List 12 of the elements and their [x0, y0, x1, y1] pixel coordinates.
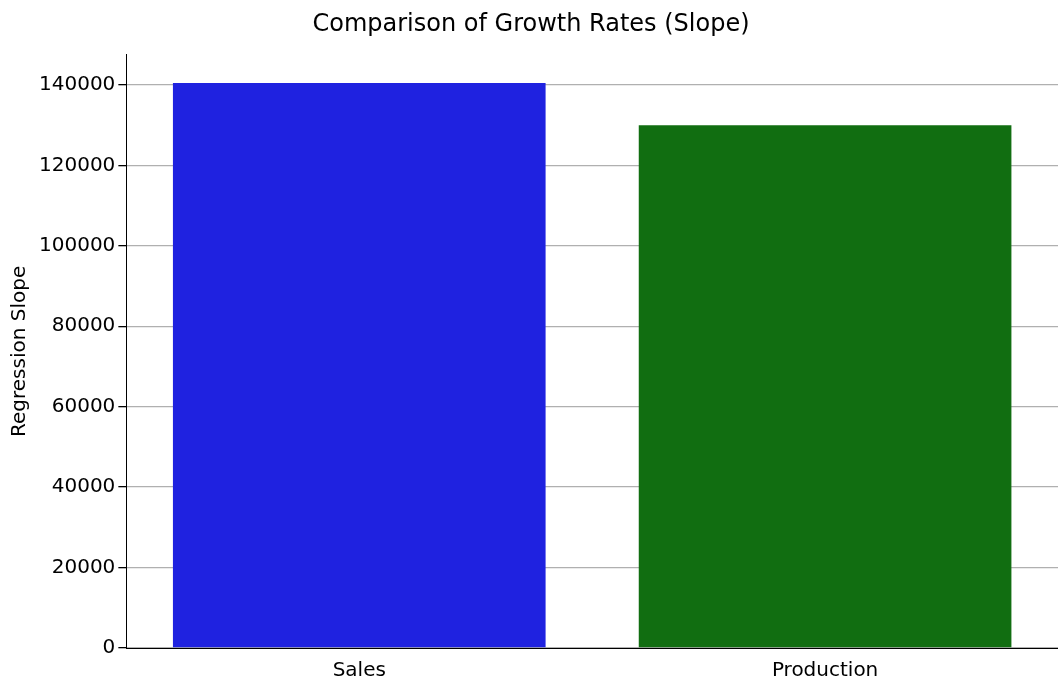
y-tick-label: 60000	[51, 392, 116, 417]
chart-title: Comparison of Growth Rates (Slope)	[312, 8, 750, 37]
y-tick-label: 140000	[38, 71, 116, 96]
y-tick-label: 80000	[51, 312, 116, 337]
y-tick-label: 100000	[38, 232, 116, 257]
y-tick-label: 20000	[51, 553, 116, 578]
y-tick-label: 0	[102, 634, 116, 659]
x-tick-label: Sales	[332, 657, 386, 682]
y-tick-label: 40000	[51, 473, 116, 498]
x-tick-label: Production	[771, 657, 879, 682]
y-axis-title: Regression Slope	[6, 265, 31, 438]
y-tick-label: 120000	[38, 151, 116, 176]
